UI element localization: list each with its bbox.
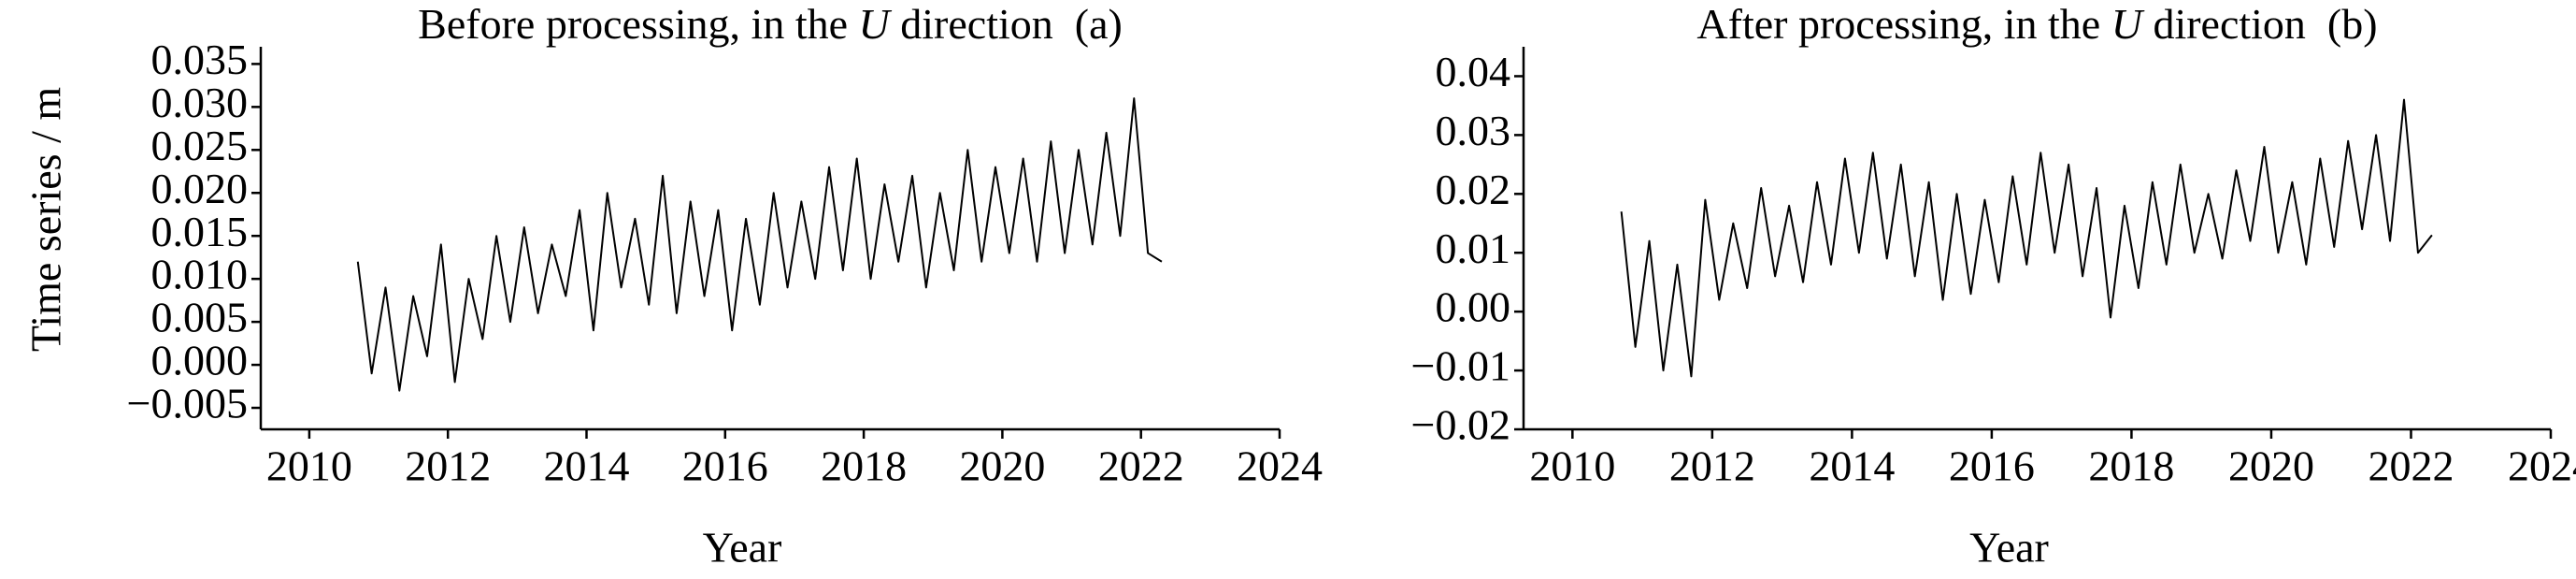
y-tick-label: 0.005 (151, 294, 249, 341)
title-part: direction (b) (2142, 0, 2378, 48)
y-tick-label: 0.030 (151, 79, 249, 126)
x-tick-label: 2012 (405, 442, 491, 490)
x-tick-label: 2018 (821, 442, 907, 490)
y-tick-label: 0.000 (151, 337, 249, 384)
title-part: U (859, 0, 893, 48)
y-tick-label: −0.005 (127, 380, 248, 427)
chart-title: After processing, in the U direction (b) (1696, 0, 2377, 48)
x-tick-label: 2014 (544, 442, 630, 490)
y-tick-label: 0.020 (151, 165, 249, 212)
y-tick-label: 0.01 (1436, 224, 1511, 272)
chart-title: Before processing, in the U direction (a… (418, 0, 1123, 48)
y-tick-label: 0.035 (151, 36, 249, 83)
y-tick-label: −0.02 (1411, 401, 1510, 449)
chart-panel: After processing, in the U direction (b)… (1411, 0, 2576, 572)
x-tick-label: 2024 (2508, 442, 2576, 490)
y-tick-label: 0.010 (151, 251, 249, 298)
x-tick-label: 2022 (1098, 442, 1184, 490)
title-part: U (2111, 0, 2145, 48)
chart-panel: Before processing, in the U direction (a… (22, 0, 1323, 572)
y-tick-label: 0.04 (1436, 48, 1511, 95)
x-tick-label: 2010 (266, 442, 352, 490)
series-line (356, 97, 1163, 392)
y-tick-label: 0.025 (151, 122, 249, 169)
y-tick-label: 0.02 (1436, 166, 1511, 213)
x-tick-label: 2020 (2228, 442, 2314, 490)
x-tick-label: 2024 (1237, 442, 1323, 490)
x-tick-label: 2012 (1669, 442, 1755, 490)
y-tick-label: 0.015 (151, 208, 249, 255)
x-tick-label: 2018 (2088, 442, 2174, 490)
series-line (1620, 98, 2433, 378)
x-axis-label: Year (703, 524, 782, 572)
title-part: Before processing, in the (418, 0, 858, 48)
x-tick-label: 2016 (1949, 442, 2035, 490)
y-tick-label: −0.01 (1411, 342, 1510, 390)
x-tick-label: 2022 (2368, 442, 2454, 490)
x-tick-label: 2016 (682, 442, 768, 490)
x-tick-label: 2014 (1809, 442, 1895, 490)
y-tick-label: 0.00 (1436, 283, 1511, 331)
title-part: After processing, in the (1696, 0, 2111, 48)
title-part: direction (a) (890, 0, 1123, 48)
y-axis-label: Time series / m (22, 87, 70, 352)
x-axis-label: Year (1969, 524, 2049, 572)
x-tick-label: 2020 (959, 442, 1045, 490)
y-tick-label: 0.03 (1436, 107, 1511, 154)
x-tick-label: 2010 (1529, 442, 1615, 490)
